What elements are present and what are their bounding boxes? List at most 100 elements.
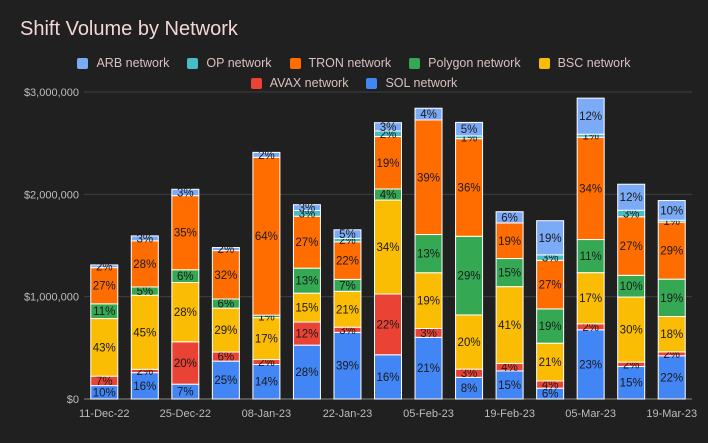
data-label: 4% [380,190,397,202]
legend-label: SOL network [385,76,458,90]
data-label: 5% [339,229,356,241]
bar-segment [495,258,524,288]
data-label: 15% [620,378,643,390]
legend-label: Polygon network [428,56,521,70]
data-label: 10% [620,281,643,293]
data-label: 43% [93,342,116,354]
bar-segment [130,372,159,400]
data-label: 19% [376,158,399,170]
data-label: 19% [660,293,683,305]
data-label: 16% [376,372,399,384]
bar-segment [657,355,686,400]
data-label: 45% [133,327,156,339]
legend-label: TRON network [308,56,392,70]
data-label: 2% [380,129,397,141]
bar-segment [414,336,443,400]
data-label: 15% [498,380,521,392]
data-label: 29% [214,325,237,337]
legend: ARB network OP network TRON network Polygon… [20,56,688,90]
bar-segment [252,156,281,316]
data-label: 6% [218,352,235,364]
data-label: 21% [539,357,562,369]
bar-segment [171,188,200,197]
legend-label: OP network [206,56,272,70]
data-label: 27% [539,280,562,292]
x-tick-label: 05-Feb-23 [403,408,454,420]
bar-segment [495,222,524,260]
bar-segment [576,272,605,325]
bar-segment [130,235,159,242]
data-label: 28% [133,259,156,271]
bar-segment [374,293,402,356]
bar-segment [211,360,240,400]
data-label: 39% [417,172,440,184]
x-tick-label: 25-Dec-22 [160,408,211,420]
bar-segment [495,286,524,364]
data-label: 12% [579,111,602,123]
data-label: 27% [620,241,643,253]
bar-segment [333,241,362,280]
data-label: 22% [336,256,359,268]
data-label: 2% [258,150,275,162]
data-label: 32% [214,270,237,282]
data-label: 25% [214,375,237,387]
data-label: 6% [542,389,559,401]
data-label: 41% [498,320,521,332]
data-label: 13% [417,249,440,261]
data-label: 20% [458,337,481,349]
data-label: 2% [96,261,113,273]
data-label: 7% [339,280,356,292]
data-label: 34% [376,242,399,254]
data-label: 2% [582,322,599,334]
data-label: 19% [539,321,562,333]
data-label: 21% [336,304,359,316]
data-label: 3% [420,328,437,340]
data-label: 3% [339,325,356,337]
data-label: 2% [218,244,235,256]
bar-segment [536,220,565,256]
bar-segment [414,107,443,121]
data-label: 17% [255,334,278,346]
y-tick-label: $3,000,000 [24,87,79,99]
data-label: 15% [498,268,521,280]
y-tick-label: $1,000,000 [24,292,79,304]
bar-segment [576,136,605,241]
bar-segment [576,329,605,400]
bar-segment [292,267,321,294]
legend-label: AVAX network [269,76,349,90]
bar-segment [657,221,686,280]
bar-segment [292,204,321,211]
bar-segment [211,250,240,300]
bar-segment [252,317,281,361]
data-label: 3% [623,209,640,221]
bar-segment [333,229,362,239]
data-label: 34% [579,183,602,195]
bar-segment [211,247,240,252]
bar-segment [657,200,686,221]
data-label: 11% [93,306,115,318]
x-tick-label: 11-Dec-22 [79,408,130,420]
data-label: 28% [295,367,318,379]
bar-segment [455,314,484,370]
legend-swatch [538,57,550,69]
bar-segment [90,267,119,305]
data-label: 5% [461,124,478,136]
bar-segment [657,315,686,353]
legend-item: Polygon network [409,56,521,70]
bar-segment [211,307,240,353]
bar-segment [130,240,159,288]
data-label: 28% [174,307,197,319]
chart-title: Shift Volume by Network [20,18,238,40]
data-label: 20% [174,358,197,370]
data-label: 4% [501,362,518,374]
legend-item: TRON network [289,56,392,70]
bar-segment [252,151,281,158]
bar-segment [333,290,362,328]
legend-swatch [289,57,301,69]
bar-segment [90,318,119,377]
bar-segment [495,211,524,224]
data-label: 64% [255,231,278,243]
data-label: 14% [255,377,278,389]
legend-label: ARB network [96,56,170,70]
